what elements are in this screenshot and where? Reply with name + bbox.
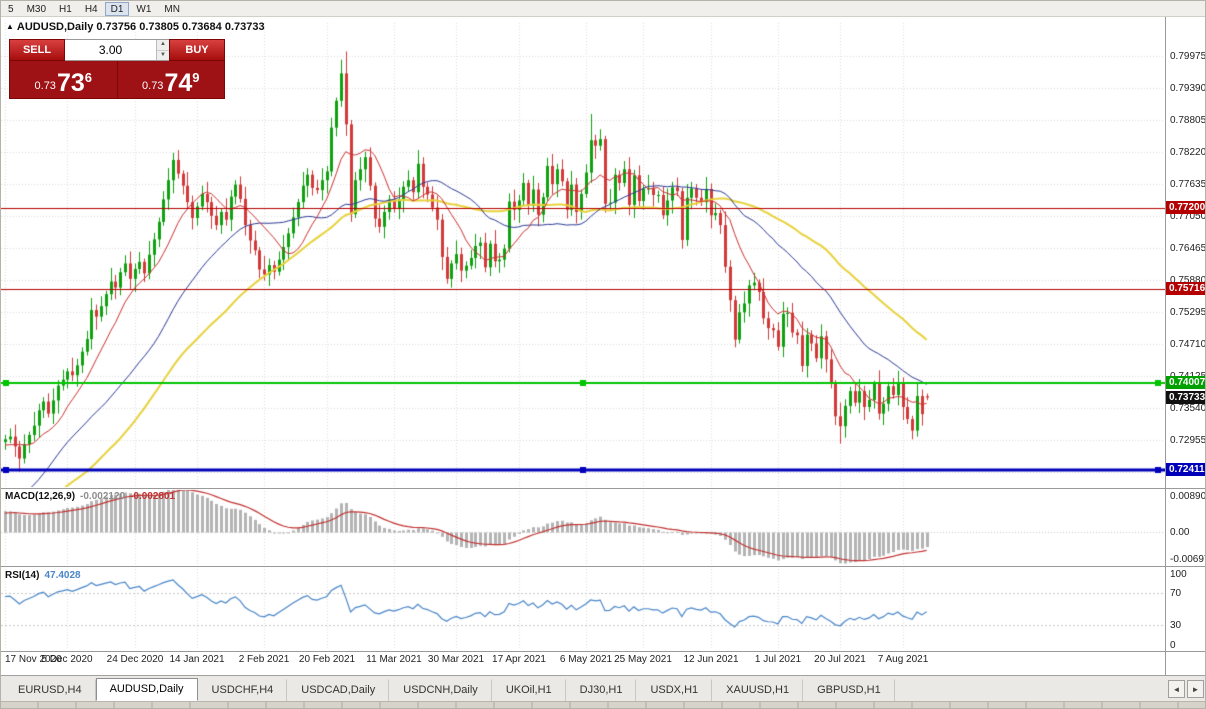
price-axis-tick: 0.78220 [1170,147,1206,158]
timeframe-button-d1[interactable]: D1 [104,1,130,16]
panel-divider[interactable] [1,566,1205,567]
chart-tab-xauusd-h1[interactable]: XAUUSD,H1 [712,679,804,701]
price-axis-tick: 0.78805 [1170,115,1206,126]
macd-signal-value: -0.002801 [130,491,176,502]
rsi-axis-tick: 0 [1170,640,1176,651]
time-axis-tick: 2 Feb 2021 [238,654,290,665]
tab-scroll-left-icon[interactable]: ◄ [1168,680,1185,698]
time-axis-tick: 1 Jul 2021 [754,654,802,665]
chart-tab-gbpusd-h1[interactable]: GBPUSD,H1 [803,679,895,701]
time-axis-tick: 6 May 2021 [559,654,613,665]
time-axis-tick: 17 Nov 2020 [5,654,62,665]
timeframe-button-h1[interactable]: H1 [59,3,72,15]
sell-price-big: 73 [56,69,85,97]
rsi-value: 47.4028 [44,570,81,581]
taskbar-strip [1,701,1205,708]
sell-price-small: 0.73 [34,80,56,92]
buy-price-sup: 9 [192,70,200,85]
price-badge-0-77200[interactable]: 0.77200 [1166,201,1205,214]
price-badge-0-75716[interactable]: 0.75716 [1166,282,1205,295]
price-axis-border [1165,17,1166,675]
price-axis-tick: 0.74710 [1170,339,1206,350]
sell-price-display[interactable]: 0.73 73 6 [10,61,118,98]
price-axis-tick: 0.79975 [1170,51,1206,62]
rsi-indicator-label: RSI(14) 47.4028 [5,570,81,581]
price-badge-0-72411[interactable]: 0.72411 [1166,463,1205,476]
macd-label-text: MACD(12,26,9) [5,491,76,502]
chart-tab-eurusd-h4[interactable]: EURUSD,H4 [4,679,96,701]
price-axis-tick: 0.73540 [1170,403,1206,414]
macd-indicator-label: MACD(12,26,9) -0.002120 -0.002801 [5,491,175,502]
time-axis-tick: 25 May 2021 [614,654,672,665]
buy-price-small: 0.73 [142,80,164,92]
volume-value[interactable]: 3.00 [98,43,123,57]
time-axis-tick: 11 Mar 2021 [366,654,422,665]
rsi-axis-tick: 70 [1170,588,1182,599]
timeframe-button-m30[interactable]: M30 [26,3,47,15]
time-axis-tick: 17 Apr 2021 [492,654,546,665]
time-axis-tick: 24 Dec 2020 [106,654,164,665]
time-axis-tick: 20 Feb 2021 [298,654,356,665]
price-badge-0-73733[interactable]: 0.73733 [1166,391,1205,404]
chart-tab-usdcad-daily[interactable]: USDCAD,Daily [287,679,390,701]
rsi-axis-tick: 100 [1170,569,1187,580]
sell-button[interactable]: SELL [9,39,65,61]
time-axis-tick: 5 Dec 2020 [41,654,93,665]
time-axis-tick: 20 Jul 2021 [814,654,866,665]
price-axis-tick: 0.79390 [1170,83,1206,94]
volume-up-icon[interactable]: ▲ [157,40,169,51]
time-axis-tick: 12 Jun 2021 [683,654,739,665]
chart-tab-usdx-h1[interactable]: USDX,H1 [636,679,713,701]
time-axis-tick: 7 Aug 2021 [877,654,929,665]
chart-tab-list: EURUSD,H4 AUDUSD,Daily USDCHF,H4 USDCAD,Dai… [1,676,1205,701]
chart-tab-dj30-h1[interactable]: DJ30,H1 [566,679,637,701]
buy-price-display[interactable]: 0.73 74 9 [118,61,225,98]
timeframe-button-5[interactable]: 5 [8,3,14,15]
volume-spin-buttons: ▲ ▼ [156,40,169,60]
rsi-label-text: RSI(14) [5,570,40,581]
volume-spinner[interactable]: 3.00 ▲ ▼ [65,39,169,61]
panel-divider[interactable] [1,651,1205,652]
macd-axis-tick: 0.00 [1170,527,1190,538]
price-axis-tick: 0.76465 [1170,243,1206,254]
buy-price-big: 74 [164,69,193,97]
price-axis-tick: 0.72955 [1170,435,1206,446]
one-click-collapse-icon[interactable]: ▲ [6,22,14,31]
buy-button[interactable]: BUY [169,39,225,61]
chart-title: ▲ AUDUSD,Daily 0.73756 0.73805 0.73684 0.… [6,21,265,33]
tab-scroll-right-icon[interactable]: ► [1187,680,1204,698]
chart-tabs-bar: EURUSD,H4 AUDUSD,Daily USDCHF,H4 USDCAD,Dai… [1,675,1205,701]
chart-tab-ukoil-h1[interactable]: UKOil,H1 [492,679,566,701]
macd-main-value: -0.002120 [80,491,126,502]
panel-divider[interactable] [1,488,1205,489]
chart-tab-usdchf-h4[interactable]: USDCHF,H4 [198,679,288,701]
price-axis-tick: 0.77635 [1170,179,1206,190]
chart-tab-usdcnh-daily[interactable]: USDCNH,Daily [389,679,492,701]
volume-down-icon[interactable]: ▼ [157,50,169,60]
price-axis-tick: 0.75295 [1170,307,1206,318]
price-axis-tick: 0.77050 [1170,211,1206,222]
timeframe-toolbar: 5 M30 H1 H4 D1 W1 MN [1,1,1205,17]
chart-workspace: ▲ AUDUSD,Daily 0.73756 0.73805 0.73684 0.… [1,17,1206,675]
chart-tab-audusd-daily[interactable]: AUDUSD,Daily [95,678,198,701]
price-chart-canvas[interactable] [1,17,1165,667]
macd-axis-tick: 0.008903 [1170,491,1206,502]
rsi-axis-tick: 30 [1170,620,1182,631]
chart-title-text: AUDUSD,Daily 0.73756 0.73805 0.73684 0.7… [16,21,265,33]
timeframe-button-mn[interactable]: MN [164,3,180,15]
time-axis-tick: 14 Jan 2021 [169,654,225,665]
tab-scroll-controls: ◄ ► [1168,680,1204,698]
one-click-trading-panel: SELL 3.00 ▲ ▼ BUY 0.73 73 6 0.73 74 9 [9,39,225,99]
timeframe-button-h4[interactable]: H4 [84,3,98,15]
price-axis-tick: 0.75880 [1170,275,1206,286]
time-axis-tick: 30 Mar 2021 [427,654,485,665]
timeframe-button-w1[interactable]: W1 [136,3,152,15]
macd-axis-tick: -0.00697 [1170,554,1206,565]
price-badge-0-74007[interactable]: 0.74007 [1166,376,1205,389]
sell-price-sup: 6 [84,70,92,85]
